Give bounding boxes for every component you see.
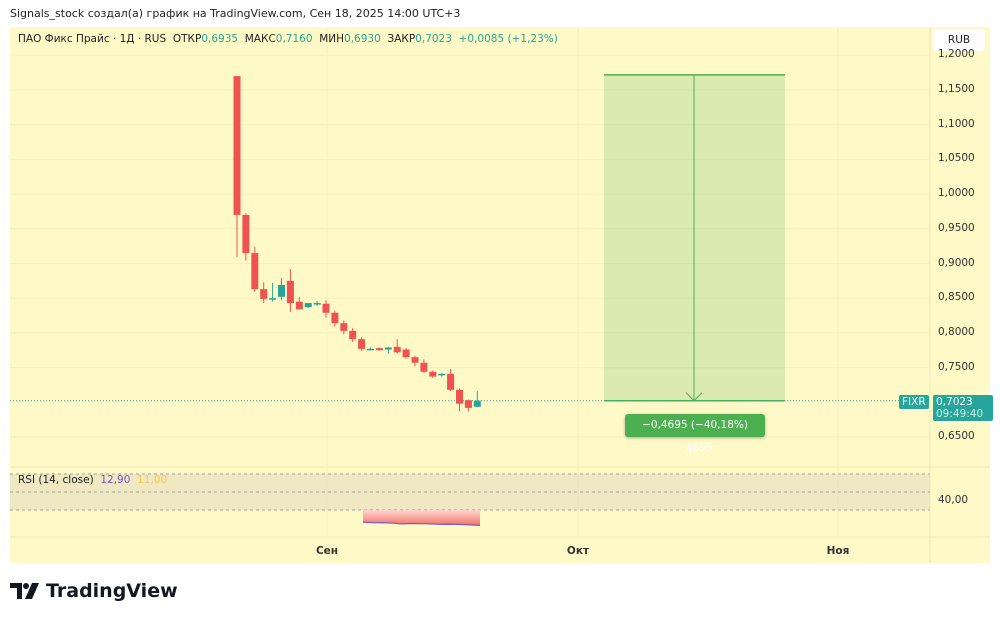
open-value: 0,6935 — [201, 33, 239, 45]
candle-body — [269, 298, 277, 300]
chart-credit: Signals_stock создал(а) график на Tradin… — [10, 7, 461, 20]
candle-body — [411, 357, 419, 363]
low-value: 0,6930 — [344, 33, 381, 45]
time-label-oct: Окт — [566, 545, 590, 557]
ticker-label: FIXR — [899, 395, 929, 409]
price-tick: 0,9500 — [938, 221, 975, 234]
symbol-name: ПАО Фикс Прайс · 1Д · RUS — [18, 33, 167, 45]
price-tick: 0,8500 — [938, 291, 975, 304]
candle-body — [420, 362, 428, 372]
change-value: +0,0085 (+1,23%) — [458, 33, 558, 45]
price-tick: 0,8000 — [938, 325, 975, 338]
time-label-sep: Сен — [315, 545, 339, 557]
logo-text: TradingView — [46, 580, 178, 602]
candle-body — [447, 373, 455, 390]
candle-body — [322, 303, 330, 313]
candle-body — [260, 289, 268, 299]
bar-countdown: 09:49:40 — [936, 408, 984, 420]
candle-body — [429, 371, 437, 377]
open-label: ОТКР — [172, 33, 202, 45]
measure-label[interactable]: −0,4695 (−40,18%) −4695 — [625, 414, 765, 454]
rsi-oversold-fill — [363, 510, 480, 526]
high-label: МАКС — [244, 33, 276, 45]
currency-button[interactable]: RUB — [933, 29, 985, 51]
rsi-axis-label: 40,00 — [938, 494, 969, 506]
candle-body — [242, 214, 250, 254]
candle-body — [438, 373, 446, 376]
price-tick: 1,0500 — [938, 152, 975, 165]
price-tick: 1,2000 — [938, 48, 975, 61]
price-tick: 0,9000 — [938, 256, 975, 269]
rsi-line — [362, 521, 481, 526]
candle-body — [384, 347, 392, 350]
price-tick: 1,0000 — [938, 187, 975, 200]
last-price: 0,7023 — [936, 396, 973, 408]
candle-body — [402, 349, 410, 358]
candle-body — [375, 348, 383, 351]
last-price-tag: 0,7023 09:49:40 — [933, 395, 993, 421]
rsi-label: RSI (14, close) — [18, 474, 94, 486]
candle-body — [233, 76, 241, 215]
price-tick: 1,1000 — [938, 117, 975, 130]
candle-body — [464, 400, 472, 408]
rsi-ma-value: 11,00 — [137, 474, 168, 486]
candle-body — [331, 312, 339, 324]
close-value: 0,7023 — [415, 33, 452, 45]
candle-body — [349, 330, 357, 340]
rsi-legend: RSI (14, close) 12,90 11,00 — [18, 474, 167, 486]
price-tick: 0,7500 — [938, 360, 975, 373]
symbol-legend: ПАО Фикс Прайс · 1Д · RUS ОТКР0,6935 МАК… — [18, 33, 558, 45]
tradingview-logo-icon — [10, 583, 39, 599]
candle-body — [473, 400, 481, 407]
rsi-band — [10, 474, 930, 510]
candle-body — [358, 339, 366, 349]
candle-body — [456, 389, 463, 404]
candle-body — [251, 253, 259, 290]
candle-body — [278, 285, 285, 297]
candle-body — [340, 323, 348, 331]
candle-body — [286, 280, 294, 304]
rsi-value: 12,90 — [100, 474, 131, 486]
low-label: МИН — [319, 33, 345, 45]
candle-body — [304, 303, 312, 308]
tradingview-logo[interactable]: TradingView — [10, 580, 178, 602]
candle-body — [295, 301, 303, 310]
high-value: 0,7160 — [275, 33, 313, 45]
price-tick: 0,6500 — [938, 430, 975, 442]
price-tick: 1,1500 — [938, 83, 975, 95]
close-label: ЗАКР — [387, 33, 416, 45]
candle-body — [393, 346, 401, 353]
candle-body — [367, 348, 374, 351]
candle-body — [313, 303, 321, 305]
time-label-nov: Ноя — [826, 545, 850, 557]
